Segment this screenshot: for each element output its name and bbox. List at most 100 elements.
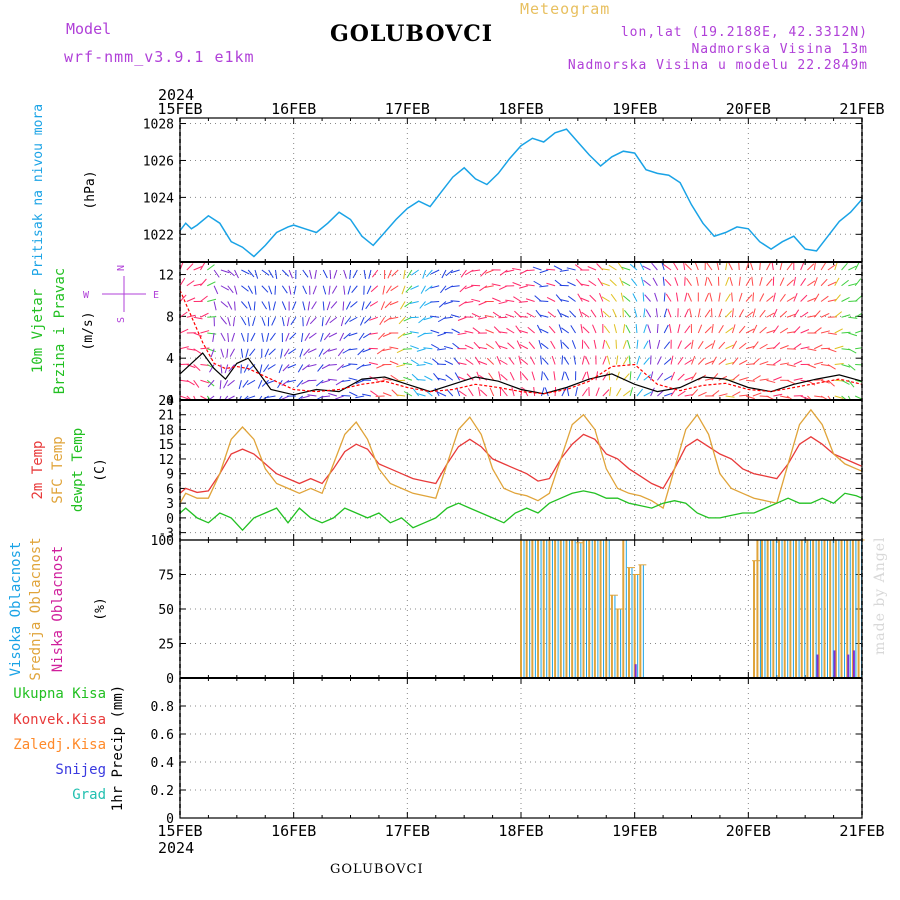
wind-arrow: [617, 262, 624, 271]
wind-arrow: [698, 391, 707, 397]
wind-arrow: [389, 316, 399, 320]
wind-arrow: [288, 269, 293, 279]
wind-arrow: [321, 379, 331, 384]
wind-arrow: [307, 394, 317, 397]
wind-arrow: [404, 301, 413, 308]
wind-arrow: [664, 392, 673, 397]
wind-arrow: [371, 269, 379, 278]
compass-e: E: [153, 290, 159, 301]
y-tick-label: 15: [158, 438, 174, 453]
wind-arrow: [807, 348, 817, 351]
wind-arrow: [616, 371, 620, 381]
wind-arrow: [588, 280, 597, 287]
wind-arrow: [365, 301, 372, 310]
date-label-bottom: 16FEB: [271, 822, 316, 840]
y-tick-label: 1028: [143, 118, 174, 133]
wind-arrow: [663, 308, 668, 318]
wind-arrow: [268, 301, 271, 311]
wind-arrow: [704, 309, 711, 318]
wind-arrow: [444, 360, 454, 365]
wind-arrow: [540, 342, 549, 350]
wind-arrow: [363, 332, 372, 339]
wind-arrow: [602, 389, 610, 397]
wind-arrow: [602, 339, 606, 349]
wind-arrow: [397, 332, 406, 339]
wind-arrow: [200, 379, 210, 384]
wind-arrow: [312, 285, 317, 295]
wind-arrow: [362, 393, 372, 397]
wind-arrow: [348, 332, 358, 337]
wind-arrow: [650, 387, 655, 397]
wind-arrow: [416, 364, 426, 366]
wind-arrow: [583, 341, 590, 350]
wind-arrow: [450, 314, 460, 318]
wind-arrow: [711, 340, 716, 349]
wind-arrow: [711, 390, 720, 397]
wind-arrow: [511, 387, 515, 397]
wind-arrow: [366, 285, 372, 295]
wind-arrow: [636, 339, 639, 349]
date-label-bottom: 15FEB: [157, 822, 202, 840]
wind-arrow: [633, 308, 638, 318]
wind-arrow: [752, 392, 762, 397]
wind-arrow: [424, 375, 433, 381]
wind-arrow: [289, 332, 297, 340]
wind-arrow: [587, 266, 597, 271]
wind-arrow: [759, 309, 766, 318]
wind-arrow: [480, 269, 488, 277]
wind-arrow: [629, 263, 638, 271]
date-label-bottom: 17FEB: [385, 822, 430, 840]
wind-arrow: [220, 285, 230, 291]
wind-arrow: [643, 391, 652, 397]
wind-arrow: [341, 364, 351, 368]
model-label: Model: [66, 20, 112, 38]
wind-arrow: [800, 278, 807, 287]
wind-arrow: [348, 363, 358, 365]
wind-arrow: [525, 269, 535, 272]
wind-arrow: [457, 376, 467, 381]
wind-arrow: [242, 379, 249, 388]
wind-arrow: [779, 293, 786, 302]
wind-arrow: [249, 348, 256, 357]
wind-arrow: [314, 269, 317, 279]
wind-arrow: [227, 317, 231, 327]
wind-arrow: [642, 292, 645, 302]
wind-arrow: [631, 278, 638, 287]
wind-arrow: [286, 317, 290, 327]
model-elevation-label: Nadmorska Visina u modelu 22.2849m: [567, 58, 868, 73]
lonlat-label: lon,lat (19.2188E, 42.3312N): [620, 25, 868, 40]
wind-arrow: [766, 312, 775, 318]
wind-arrow: [200, 330, 210, 334]
wind-arrow: [752, 341, 759, 350]
wind-arrow: [663, 358, 672, 365]
wind-arrow: [362, 364, 372, 367]
wind-arrow: [834, 328, 843, 334]
wind-arrow: [437, 377, 447, 381]
wind-arrow: [207, 281, 216, 287]
wind-arrow: [411, 269, 419, 276]
wind-arrow: [368, 269, 372, 279]
wind-arrow: [595, 387, 600, 397]
dewpoint-line: [179, 490, 863, 532]
wind-arrow: [820, 330, 830, 334]
wind-arrow: [274, 269, 278, 279]
wind-arrow: [485, 343, 494, 350]
wind-arrow: [610, 293, 617, 302]
wind-arrow: [213, 301, 217, 311]
wind-arrow: [558, 324, 563, 334]
wind-arrow: [445, 374, 454, 381]
wind-arrow: [793, 343, 802, 350]
wind-arrow: [437, 332, 447, 337]
wind-arrow: [410, 345, 419, 350]
wind-arrow: [445, 269, 454, 277]
wind-arrow: [821, 364, 831, 367]
wind-arrow: [854, 262, 860, 271]
wind-arrow: [674, 277, 679, 286]
wind-arrow: [589, 294, 597, 302]
wind-arrow: [793, 276, 797, 286]
wind-arrow: [643, 279, 651, 287]
wind-arrow: [308, 332, 317, 339]
wind-arrow: [326, 301, 331, 311]
wind-arrow: [648, 339, 652, 349]
legend-zaledj-kisa: Zaledj.Kisa: [13, 737, 106, 753]
